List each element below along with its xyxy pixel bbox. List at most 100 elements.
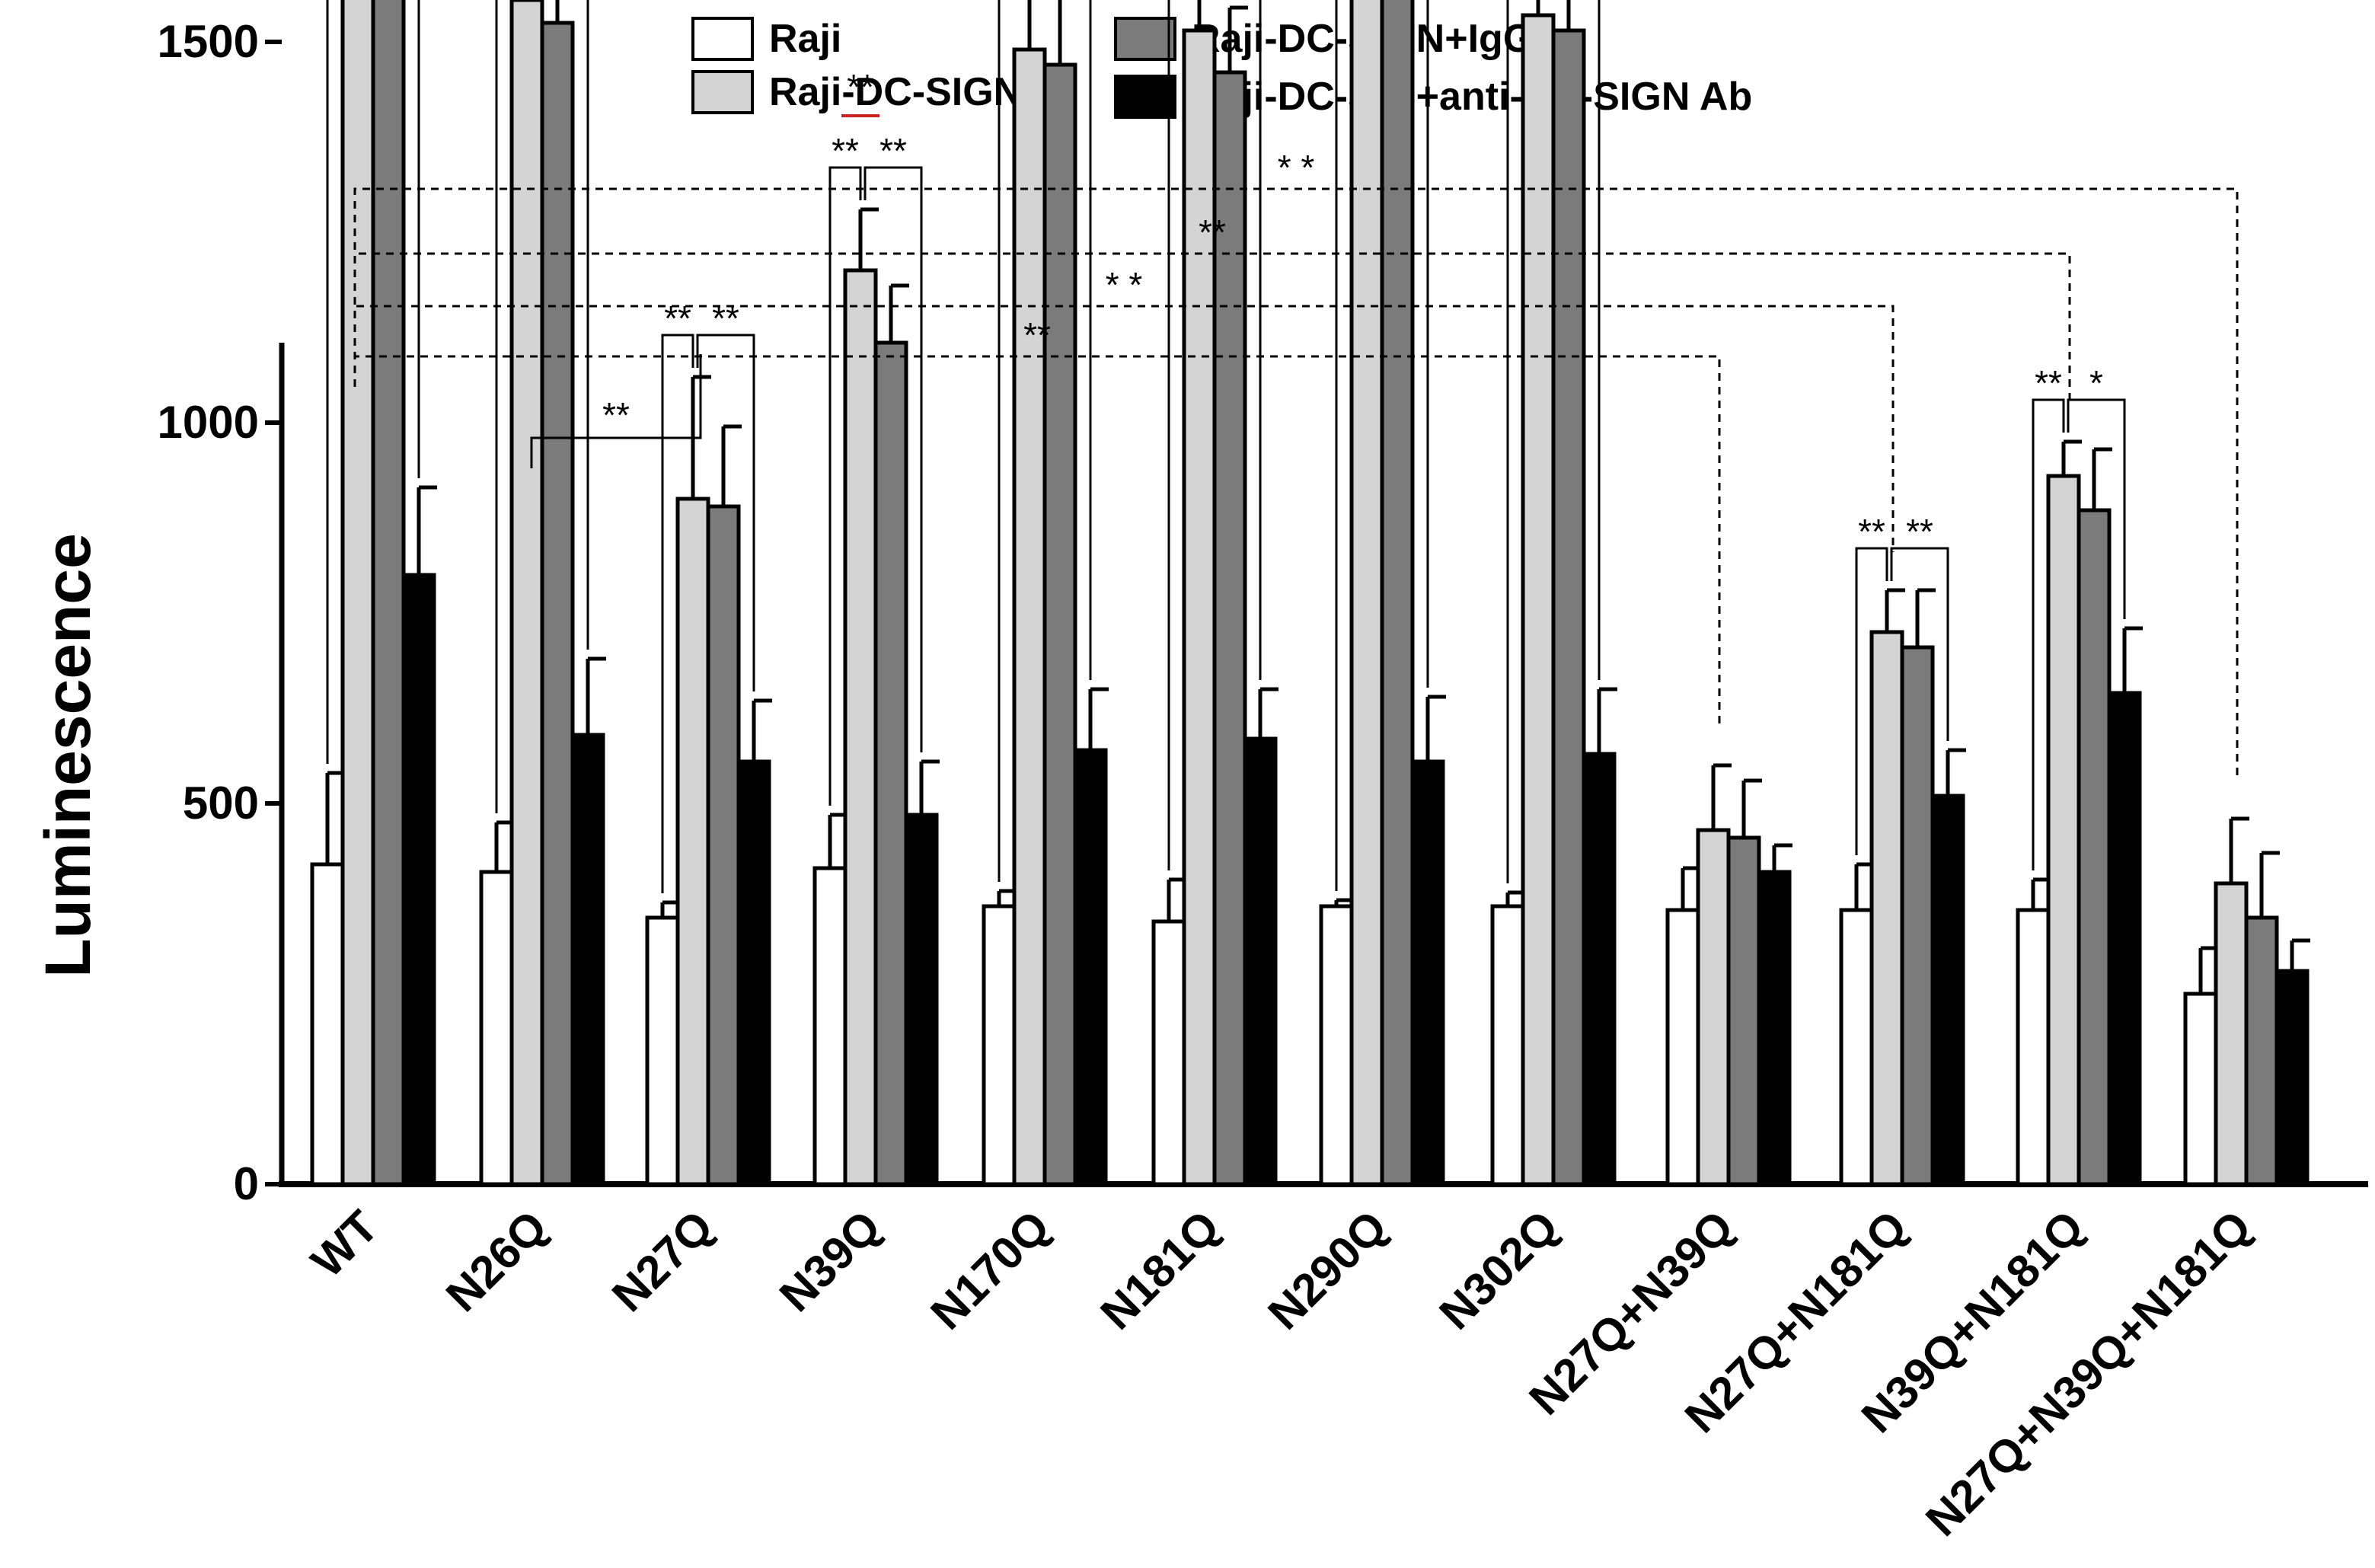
bar-raji-dc-sig-anti-dc-sign-ab-n27q-n39q-n181q (2274, 969, 2310, 1186)
bar-raji-n302q (1490, 904, 1525, 1186)
bar-raji-wt (310, 862, 345, 1186)
significance-label: ** (1023, 315, 1051, 355)
bar-raji-dc-sig-anti-dc-sign-ab-n170q (1073, 748, 1108, 1186)
legend-item-anti-dc-sign-ab: Raji-DC-SIG+anti-DC-SIGN Ab (1114, 75, 1752, 119)
between-significance-dashed (353, 305, 1895, 552)
bar-raji-n39q-n181q (2016, 908, 2051, 1186)
significance-bracket (2067, 398, 2126, 619)
between-significance-dashed (353, 187, 2239, 781)
significance-label: * * (1278, 148, 1315, 187)
category-label: N26Q (436, 1201, 557, 1321)
bar-raji-dc-sig-anti-dc-sign-ab-n302q (1582, 752, 1617, 1186)
category-label: N181Q (1090, 1201, 1229, 1340)
significance-bracket (1259, 0, 1262, 680)
legend-swatch (691, 17, 754, 61)
legend-label: Raji-DC-SIG+anti-DC-SIGN Ab (1192, 75, 1752, 119)
bar-raji-dc-sig-anti-dc-sign-ab-n27q-n181q (1930, 794, 1965, 1186)
significance-bracket (998, 0, 1001, 882)
category-label: N27Q+N39Q+N181Q (1916, 1201, 2261, 1546)
category-label: WT (302, 1201, 388, 1287)
bar-raji-n26q (479, 870, 514, 1186)
category-label: N302Q (1429, 1201, 1568, 1340)
between-significance-dashed (353, 252, 2071, 404)
significance-bracket (696, 334, 755, 691)
significance-bracket (661, 334, 694, 893)
y-axis-title: Luminescence (32, 533, 104, 978)
bar-raji-dc-sign-igg-n39q-n181q (2077, 508, 2112, 1186)
bar-raji-dc-sign-igg-n170q (1042, 62, 1077, 1186)
y-tick-label: 1000 (158, 397, 259, 448)
significance-bracket (2032, 398, 2065, 870)
bar-raji-dc-sign-igg-n290q (1380, 0, 1415, 1186)
significance-bracket (586, 0, 589, 650)
bar-raji-dc-sign-igg-n27q-n181q (1900, 645, 1935, 1186)
bar-raji-n27q-n181q (1839, 908, 1874, 1186)
significance-label: ** (1858, 512, 1885, 551)
bar-raji-dc-sig-anti-dc-sign-ab-n27q-n39q (1757, 870, 1792, 1186)
bar-raji-dc-sign-n39q (843, 268, 878, 1186)
significance-label: ** (712, 299, 739, 338)
bar-raji-dc-sign-igg-n27q (706, 504, 741, 1186)
bar-raji-dc-sign-n27q (675, 497, 710, 1186)
significance-label: ** (1906, 512, 1933, 551)
significance-bracket (828, 166, 862, 806)
bar-raji-dc-sign-n302q (1521, 13, 1556, 1186)
significance-bracket (326, 0, 329, 764)
significance-bracket (495, 0, 498, 813)
category-label: N290Q (1258, 1201, 1397, 1340)
bar-raji-n27q (645, 915, 680, 1186)
significance-label: ** (602, 395, 630, 435)
between-significance-bracket (530, 354, 702, 468)
bar-raji-n170q (982, 904, 1017, 1186)
bar-raji-dc-sig-anti-dc-sign-ab-n181q (1243, 736, 1278, 1186)
significance-label: ** (832, 131, 859, 171)
significance-label: ** (847, 67, 874, 107)
legend-label: Raji (769, 17, 841, 61)
significance-bracket (1089, 0, 1092, 680)
significance-bracket (1167, 0, 1170, 870)
bar-raji-dc-sign-n27q-n181q (1869, 630, 1904, 1186)
legend-item-raji: Raji (691, 17, 841, 61)
category-label: N170Q (921, 1201, 1059, 1340)
category-label: N27Q (602, 1201, 723, 1321)
significance-bracket (1855, 547, 1888, 855)
bar-raji-n27q-n39q (1665, 908, 1700, 1186)
bar-raji-dc-sig-anti-dc-sign-ab-n26q (570, 733, 605, 1186)
category-label: N39Q (770, 1201, 890, 1321)
legend-item-raji-dc-sign: Raji-DC-SIGN (691, 70, 1022, 114)
significance-label: * (2089, 363, 2103, 403)
bar-raji-dc-sig-anti-dc-sign-ab-n27q (736, 759, 771, 1186)
significance-bracket (1890, 547, 1949, 741)
y-tick-label: 1500 (158, 16, 259, 67)
significance-bracket (863, 166, 923, 752)
significance-bracket (1598, 0, 1601, 680)
bar-raji-dc-sign-n27q-n39q (1696, 828, 1731, 1186)
bar-raji-dc-sign-n27q-n39q-n181q (2214, 881, 2249, 1186)
legend-label: Raji-DC-SIGN (769, 70, 1022, 114)
bar-raji-dc-sign-n170q (1012, 47, 1047, 1186)
bar-raji-n290q (1319, 904, 1354, 1186)
legend: Raji Raji-DC-SIGN Raji-DC-SIGN+IgG Raji-DC-… (691, 17, 1752, 119)
significance-label: ** (664, 299, 691, 338)
bar-raji-dc-sig-anti-dc-sign-ab-n290q (1410, 759, 1445, 1186)
bar-raji-dc-sign-n39q-n181q (2046, 474, 2081, 1186)
bar-raji-dc-sign-igg-n39q (873, 340, 908, 1186)
significance-bracket (1426, 0, 1429, 688)
significance-label: ** (1199, 212, 1226, 252)
bar-raji-dc-sign-igg-n302q (1551, 28, 1586, 1186)
bar-raji-dc-sign-igg-wt (371, 0, 406, 1186)
bar-raji-dc-sign-n26q (509, 0, 544, 1186)
bar-raji-dc-sig-anti-dc-sign-ab-n39q-n181q (2107, 691, 2142, 1186)
bar-raji-n27q-n39q-n181q (2183, 992, 2218, 1186)
plot-area: 0500100015002000LuminescenceWTN26QN27QN3… (32, 0, 2368, 1546)
significance-label: ** (879, 131, 907, 171)
bar-raji-dc-sign-n290q (1349, 0, 1384, 1186)
y-tick-label: 500 (183, 778, 259, 829)
legend-swatch (691, 70, 754, 114)
y-tick-label: 0 (234, 1158, 259, 1209)
bar-raji-dc-sign-wt (340, 0, 375, 1186)
bar-raji-dc-sign-igg-n26q (540, 21, 575, 1186)
bar-raji-dc-sign-n181q (1182, 28, 1217, 1186)
bar-raji-n39q (812, 866, 848, 1186)
